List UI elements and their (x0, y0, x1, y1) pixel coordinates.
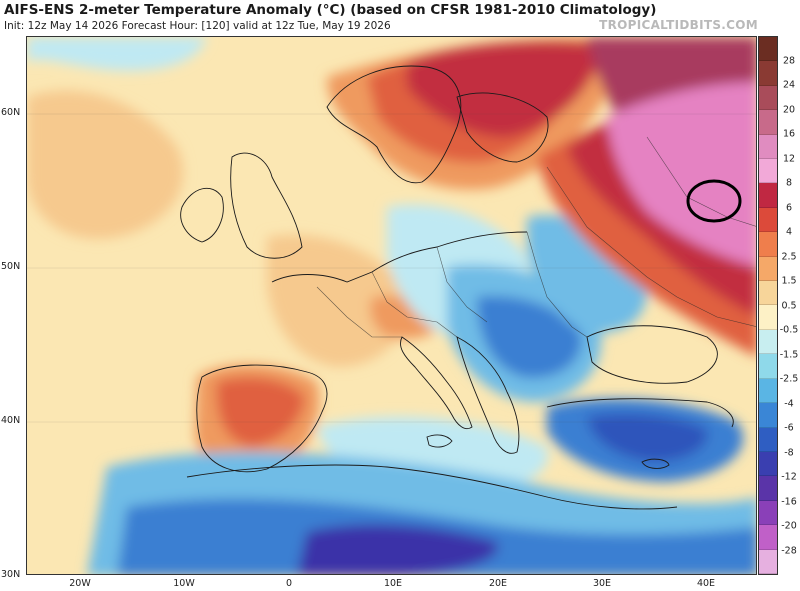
border-ukraine (526, 231, 588, 338)
colorbar-tick-label: 6 (785, 202, 793, 213)
colorbar-swatch (759, 451, 777, 477)
colorbar-swatch (759, 183, 777, 208)
lat-label-60n: 60N (1, 107, 21, 118)
colorbar-tick-label: -8 (784, 447, 794, 458)
colorbar-swatch (759, 134, 777, 160)
lat-label-40n: 40N (1, 415, 21, 426)
sahara-very-cold-core (297, 524, 499, 574)
colorbar-swatch (759, 256, 777, 282)
graticule (27, 113, 756, 423)
colorbar-swatch (759, 85, 777, 111)
colorbar-swatch (759, 281, 777, 306)
north-africa-coast (186, 464, 678, 510)
colorbar-tick-label: -28 (781, 545, 797, 556)
colorbar-swatch (759, 159, 777, 184)
colorbar-swatch (759, 500, 777, 526)
lon-label-20e: 20E (488, 578, 508, 589)
france-warm-region (267, 234, 409, 367)
colorbar-swatch (759, 110, 777, 135)
sicily-coast (426, 434, 453, 448)
colorbar-swatch (759, 403, 777, 428)
colorbar-tick-label: -6 (784, 422, 794, 434)
colorbar-swatch (759, 476, 777, 501)
colorbar-tick-label: 12 (782, 153, 796, 164)
lat-label-30n: 30N (1, 569, 21, 580)
colorbar-swatch (759, 305, 777, 330)
border-france-east (316, 286, 402, 338)
ireland-coast (180, 187, 224, 243)
colorbar-swatch (759, 207, 777, 233)
border-russia-south (646, 276, 756, 327)
border-central (371, 271, 458, 338)
colorbar-tick-label: 2.5 (781, 251, 797, 262)
lon-label-30e: 30E (592, 578, 612, 589)
arctic-cool-patch (27, 37, 207, 71)
lon-label-20w: 20W (69, 578, 91, 589)
anatolia-cold-core (587, 413, 708, 462)
coastlines (180, 65, 734, 510)
iberia-hot-core (216, 377, 305, 447)
iberia-coast (196, 364, 328, 473)
country-borders (316, 136, 756, 338)
colorbar-swatch (759, 61, 777, 86)
norway-coast (326, 65, 462, 184)
colorbar-tick-label: -16 (781, 496, 797, 507)
colorbar-tick-label: 20 (782, 104, 796, 115)
colorbar-swatch (759, 37, 777, 62)
lon-label-10w: 10W (173, 578, 195, 589)
colorbar-swatch (759, 329, 777, 355)
atlantic-warm-patch (27, 90, 184, 239)
colorbar-tick-label: -0.5 (779, 324, 799, 336)
map-title: AIFS-ENS 2-meter Temperature Anomaly (°C… (4, 2, 657, 18)
black-sea-coast (586, 325, 718, 384)
colorbar-tick-label: -4 (784, 398, 794, 409)
balkans-cold-core (477, 296, 582, 378)
border-poland (436, 246, 488, 323)
colorbar-labels: 28 24 20 16 12 8 6 4 2.5 1.5 0.5 -0.5 -1.5 -2.5 -4 -6 -8… (778, 36, 800, 575)
border-russia-west (546, 166, 648, 278)
colorbar-swatch (759, 232, 777, 257)
colorbar-tick-label: -2.5 (779, 373, 799, 385)
colorbar-tick-label: -12 (781, 471, 797, 483)
colorbar-tick-label: 28 (782, 55, 796, 66)
colorbar-tick-label: 1.5 (781, 275, 797, 287)
highlight-circle-icon (686, 179, 742, 223)
cyprus-coast (641, 458, 670, 469)
map-canvas (27, 37, 756, 574)
colorbar-tick-label: -1.5 (779, 349, 799, 360)
colorbar-swatch (759, 525, 777, 550)
colorbar (758, 36, 778, 575)
colorbar-swatch (759, 354, 777, 379)
colorbar-swatch (759, 427, 777, 452)
colorbar-swatch (759, 549, 777, 574)
colorbar-tick-label: -20 (781, 520, 797, 532)
map-subtitle: Init: 12z May 14 2026 Forecast Hour: [12… (4, 20, 391, 32)
great-britain-coast (230, 152, 303, 259)
colorbar-tick-label: 16 (782, 128, 796, 140)
scandinavia-very-hot-core (407, 41, 602, 137)
lon-label-0: 0 (285, 578, 293, 589)
colorbar-tick-label: 4 (785, 226, 793, 238)
brand-watermark: TROPICALTIDBITS.COM (599, 18, 758, 32)
colorbar-tick-label: 0.5 (781, 300, 797, 311)
lon-label-10e: 10E (383, 578, 403, 589)
lat-label-50n: 50N (1, 261, 21, 272)
colorbar-tick-label: 8 (785, 177, 793, 189)
anatolia-coast (546, 398, 734, 428)
colorbar-swatch (759, 378, 777, 404)
lon-label-40e: 40E (696, 578, 716, 589)
anomaly-map (26, 36, 757, 575)
finland-coast (456, 92, 549, 163)
italy-coast (400, 336, 473, 430)
colorbar-tick-label: 24 (782, 79, 796, 91)
north-europe-coast (271, 231, 528, 283)
balkans-coast (456, 336, 520, 454)
header: AIFS-ENS 2-meter Temperature Anomaly (°C… (0, 0, 800, 36)
